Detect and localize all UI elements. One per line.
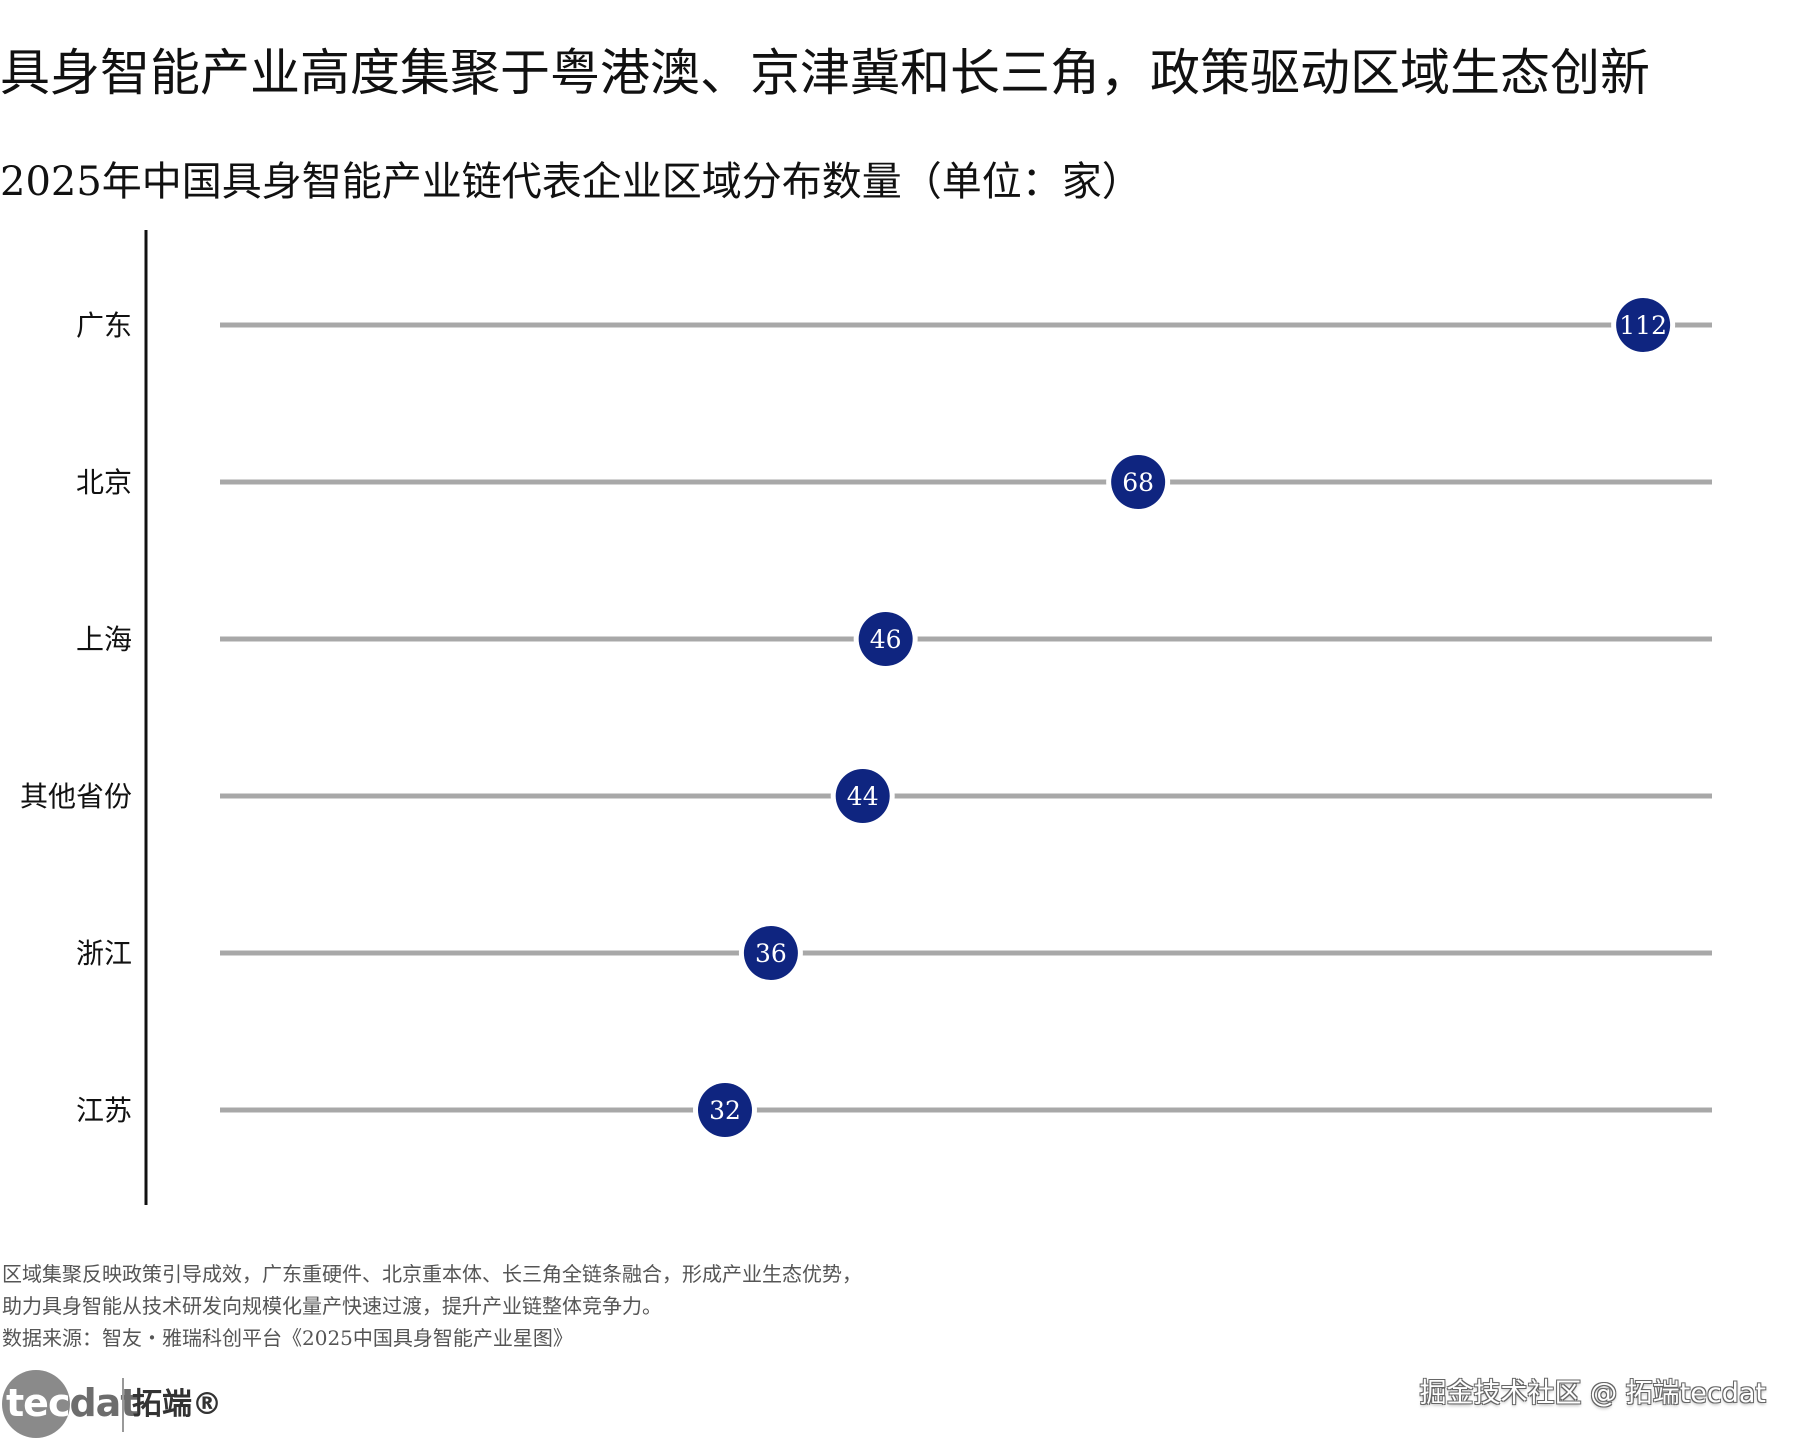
data-point xyxy=(1111,455,1166,509)
logo-word-tail: dat xyxy=(69,1381,138,1425)
chart-headline: 具身智能产业高度集聚于粤港澳、京津冀和长三角，政策驱动区域生态创新 xyxy=(0,44,1650,102)
data-label: 32 xyxy=(709,1096,741,1125)
data-label: 44 xyxy=(847,782,879,811)
logo-circle xyxy=(2,1370,70,1438)
data-label: 68 xyxy=(1122,468,1154,497)
logo-divider xyxy=(122,1378,124,1432)
category-label: 江苏 xyxy=(76,1094,132,1127)
category-label: 广东 xyxy=(76,309,132,342)
category-label: 浙江 xyxy=(76,937,132,970)
data-point xyxy=(697,1083,752,1137)
logo-chinese-name: 拓端® xyxy=(132,1387,222,1422)
data-point xyxy=(835,769,890,823)
footnote-line-1: 区域集聚反映政策引导成效，广东重硬件、北京重本体、长三角全链条融合，形成产业生态… xyxy=(2,1262,862,1286)
footnote-line-2: 助力具身智能从技术研发向规模化量产快速过渡，提升产业链整体竞争力。 xyxy=(2,1294,662,1318)
data-point xyxy=(1616,298,1671,352)
chart-title: 2025年中国具身智能产业链代表企业区域分布数量（单位：家） xyxy=(0,159,1142,205)
data-label: 36 xyxy=(755,939,787,968)
category-label: 其他省份 xyxy=(20,780,132,813)
data-point xyxy=(743,926,798,980)
category-label: 上海 xyxy=(76,623,132,656)
dot-plot: 112 广东 68 北京 46 上海 44 其他省份 36 浙江 32 江苏 xyxy=(20,230,1712,1205)
data-point xyxy=(858,612,913,666)
tecdat-logo: tecdat 拓端® xyxy=(0,1368,230,1438)
category-label: 北京 xyxy=(76,466,132,499)
logo-wordmark: tecdat xyxy=(6,1378,138,1428)
data-label: 112 xyxy=(1619,311,1667,340)
logo-word-main: tec xyxy=(6,1381,70,1425)
data-source: 数据来源：智友・雅瑞科创平台《2025中国具身智能产业星图》 xyxy=(2,1326,573,1350)
watermark: 掘金技术社区 @ 拓端tecdat xyxy=(1419,1378,1766,1409)
data-label: 46 xyxy=(870,625,902,654)
